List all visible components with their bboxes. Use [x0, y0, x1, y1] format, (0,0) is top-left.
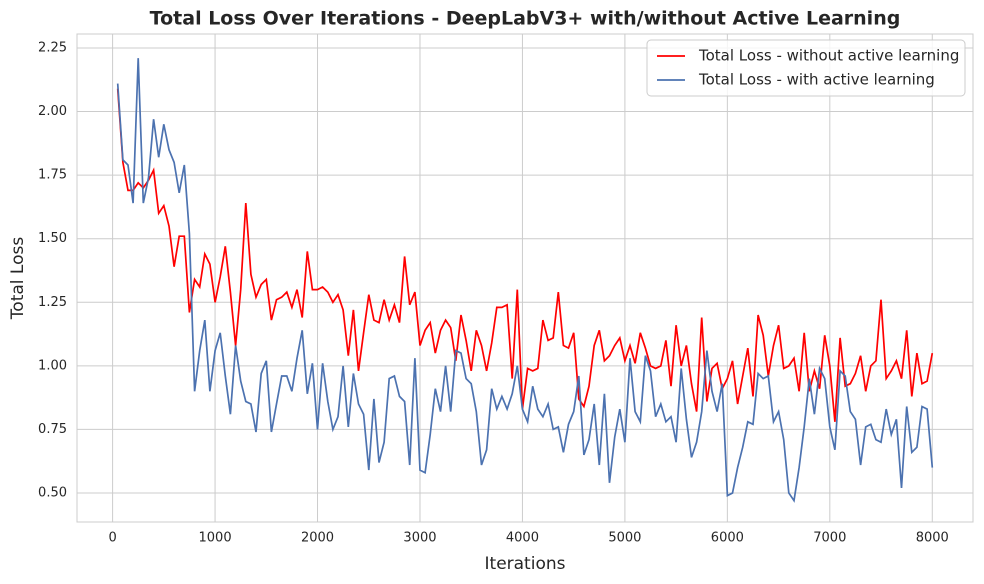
x-tick-label: 3000: [403, 531, 436, 546]
legend-label: Total Loss - without active learning: [698, 47, 959, 65]
y-tick-label: 1.25: [38, 295, 67, 310]
x-tick-label: 2000: [301, 531, 334, 546]
data-line: [116, 88, 934, 422]
x-tick-label: 8000: [916, 531, 949, 546]
legend-box: [646, 39, 966, 97]
y-tick-label: 1.75: [38, 168, 67, 183]
chart-title: Total Loss Over Iterations - DeepLabV3+ …: [150, 8, 901, 30]
y-tick-label: 1.50: [38, 231, 67, 246]
x-axis-label: Iterations: [485, 554, 566, 574]
y-axis-label: Total Loss: [8, 237, 28, 321]
y-tick-label: 0.50: [38, 486, 67, 501]
x-tick-label: 4000: [506, 531, 539, 546]
x-tick-label: 7000: [813, 531, 846, 546]
y-tick-label: 2.25: [38, 40, 67, 55]
y-tick-label: 2.00: [38, 104, 67, 119]
plot-area: [76, 33, 974, 523]
y-tick-label: 0.75: [38, 422, 67, 437]
x-tick-label: 5000: [608, 531, 641, 546]
x-tick-label: 1000: [199, 531, 232, 546]
legend-label: Total Loss - with active learning: [698, 71, 935, 89]
y-tick-label: 1.00: [38, 358, 67, 373]
data-line: [116, 58, 934, 503]
x-tick-label: 6000: [711, 531, 744, 546]
x-tick-label: 0: [108, 531, 116, 546]
